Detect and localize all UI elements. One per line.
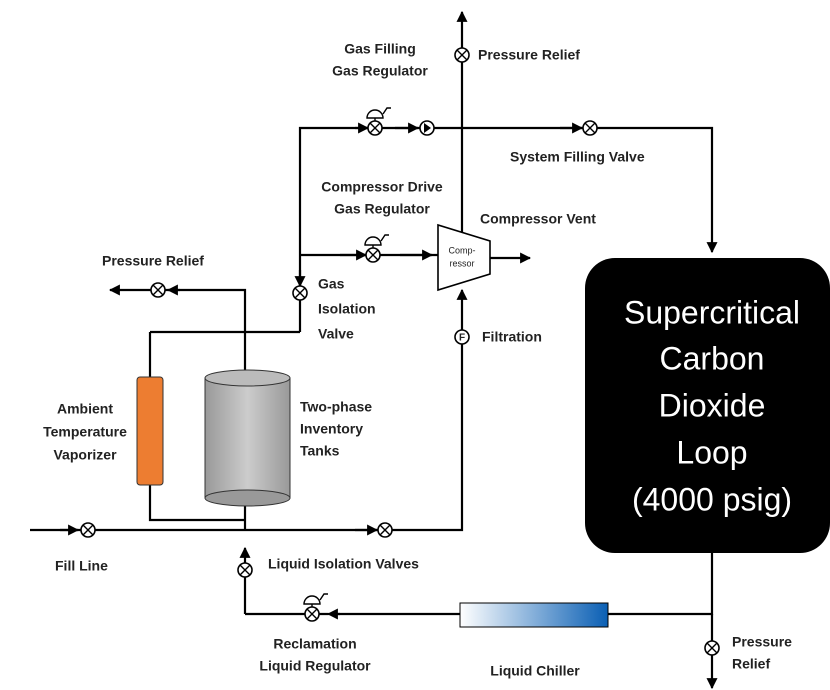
vaporizer [136, 376, 164, 486]
label: Compressor Drive [321, 179, 443, 195]
label: Liquid Isolation Valves [268, 556, 419, 572]
label: Pressure [732, 634, 792, 650]
label: Two-phase [300, 399, 372, 415]
label: Dioxide [659, 387, 766, 423]
label: ressor [449, 258, 474, 268]
labels: Gas Filling Gas Regulator Pressure Relie… [43, 41, 800, 679]
valves [80, 47, 720, 656]
label: Gas Filling [344, 41, 416, 57]
label: Temperature [43, 424, 127, 440]
label: System Filling Valve [510, 149, 645, 165]
label: Pressure Relief [102, 253, 204, 269]
label: Gas Regulator [334, 201, 430, 217]
label: Filtration [482, 329, 542, 345]
label: Comp- [448, 245, 475, 255]
label: Fill Line [55, 558, 108, 574]
tank [204, 369, 291, 507]
label: Supercritical [624, 294, 800, 330]
label: Loop [676, 434, 747, 470]
label: Relief [732, 656, 770, 672]
label: Valve [318, 326, 354, 342]
label: Carbon [660, 340, 765, 376]
label: Liquid Chiller [490, 663, 580, 679]
label: Liquid Regulator [259, 658, 371, 674]
label: Gas [318, 276, 345, 292]
label: Pressure Relief [478, 47, 580, 63]
loop-box [585, 258, 830, 553]
chiller [459, 602, 609, 628]
label: Ambient [57, 401, 113, 417]
label: Gas Regulator [332, 63, 428, 79]
label: Inventory [300, 421, 363, 437]
label: Isolation [318, 301, 376, 317]
compressor [437, 223, 491, 292]
label: F [459, 333, 465, 344]
label: Compressor Vent [480, 211, 596, 227]
label: Vaporizer [53, 447, 117, 463]
label: Reclamation [273, 636, 356, 652]
label: Tanks [300, 443, 340, 459]
label: (4000 psig) [632, 481, 792, 517]
